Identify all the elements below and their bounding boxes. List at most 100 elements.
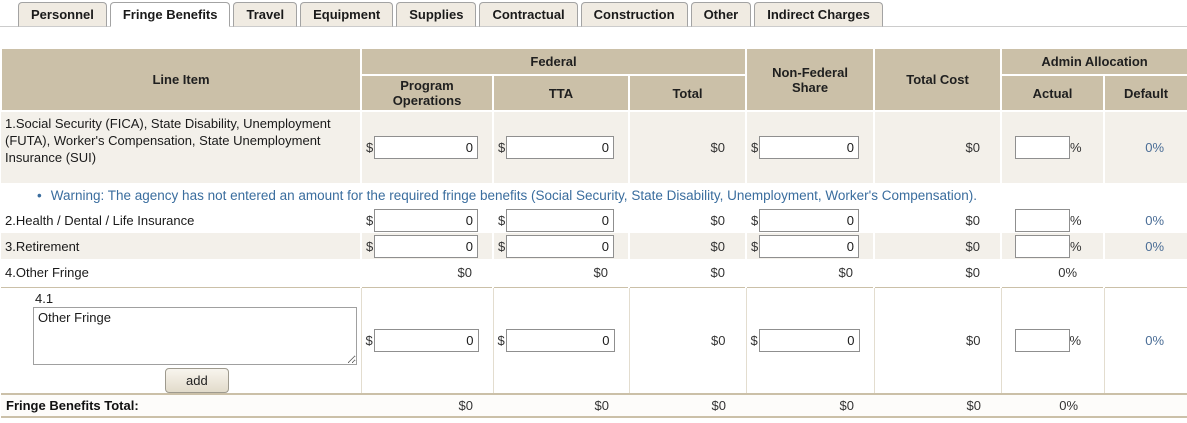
row3-actual-percent-input[interactable] — [1015, 234, 1071, 258]
row2-tta-input[interactable] — [506, 208, 614, 232]
federal-total-value: $0 — [629, 259, 748, 287]
tab-construction[interactable]: Construction — [580, 2, 688, 27]
currency-symbol: $ — [365, 332, 373, 348]
federal-total-value: $0 — [629, 111, 748, 183]
add-button[interactable]: add — [165, 367, 229, 393]
line-item-label: 1.Social Security (FICA), State Disabili… — [1, 111, 362, 183]
sub-item-program-operations-input[interactable] — [373, 328, 479, 352]
header-line-item: Line Item — [0, 47, 362, 112]
table-row: 3.Retirement $ $ $0 $ $0 — [1, 233, 1187, 259]
actual-percent-value: 0% — [1001, 259, 1106, 287]
sub-item-row: 4.1 Other Fringe add $ $ $0 $ — [1, 286, 1187, 394]
actual-cell: % — [1001, 111, 1106, 183]
table-row: 2.Health / Dental / Life Insurance $ $ $… — [1, 207, 1187, 233]
currency-symbol: $ — [751, 140, 759, 155]
program-operations-total: $0 — [361, 392, 493, 418]
sub-item-number: 4.1 — [35, 290, 54, 306]
federal-total-value: $0 — [629, 207, 748, 233]
total-cost-value: $0 — [874, 207, 1003, 233]
tta-cell: $ — [493, 207, 630, 233]
default-percent-value: 0% — [1104, 111, 1187, 183]
non-federal-total: $0 — [746, 392, 875, 418]
non-federal-value: $0 — [746, 259, 876, 287]
tab-fringe-benefits[interactable]: Fringe Benefits — [109, 2, 231, 27]
row3-non-federal-input[interactable] — [759, 234, 860, 258]
header-tta: TTA — [492, 74, 630, 112]
currency-symbol: $ — [366, 238, 374, 254]
warning-text: Warning: The agency has not entered an a… — [50, 187, 978, 203]
row1-actual-percent-input[interactable] — [1015, 136, 1071, 159]
total-cost-total: $0 — [874, 392, 1002, 418]
currency-symbol: $ — [366, 212, 374, 228]
federal-total: $0 — [629, 392, 747, 418]
header-total-cost: Total Cost — [873, 47, 1003, 112]
actual-cell: % — [1001, 286, 1105, 394]
tab-supplies[interactable]: Supplies — [396, 2, 477, 27]
currency-symbol: $ — [750, 332, 758, 348]
default-percent-value: 0% — [1145, 212, 1165, 228]
currency-symbol: $ — [366, 140, 374, 155]
row2-program-operations-input[interactable] — [374, 208, 478, 232]
row2-non-federal-input[interactable] — [759, 208, 860, 232]
federal-total-value: $0 — [629, 233, 748, 259]
warning-row: • Warning: The agency has not entered an … — [1, 183, 1187, 207]
total-cost-value: $0 — [874, 286, 1002, 394]
sub-item-description-textarea[interactable]: Other Fringe — [33, 306, 357, 365]
tta-total: $0 — [493, 392, 629, 418]
header-admin-allocation: Admin Allocation — [1000, 47, 1187, 76]
tta-cell: $ — [493, 111, 630, 183]
actual-cell: % — [1001, 207, 1106, 233]
row3-tta-input[interactable] — [506, 234, 614, 258]
tab-equipment[interactable]: Equipment — [300, 2, 394, 27]
row1-program-operations-input[interactable] — [374, 136, 478, 159]
non-federal-cell: $ — [746, 111, 876, 183]
totals-row: Fringe Benefits Total: $0 $0 $0 $0 $0 0% — [1, 392, 1187, 418]
row1-non-federal-input[interactable] — [759, 136, 860, 159]
tab-other[interactable]: Other — [690, 2, 752, 27]
sub-item-non-federal-input[interactable] — [758, 328, 860, 352]
header-federal-total: Total — [627, 74, 748, 112]
tta-cell: $ — [493, 286, 630, 394]
program-operations-value: $0 — [361, 259, 494, 287]
total-cost-value: $0 — [874, 259, 1003, 287]
tab-personnel[interactable]: Personnel — [18, 2, 107, 27]
currency-symbol: $ — [498, 140, 506, 155]
percent-symbol: % — [1069, 332, 1082, 348]
line-item-label: 4.Other Fringe — [1, 259, 362, 287]
percent-symbol: % — [1070, 212, 1082, 228]
row3-program-operations-input[interactable] — [374, 234, 478, 258]
program-operations-cell: $ — [361, 111, 494, 183]
default-percent-value: 0% — [1104, 286, 1187, 394]
bullet-icon: • — [37, 187, 42, 203]
default-percent-total — [1104, 392, 1187, 418]
currency-symbol: $ — [497, 332, 505, 348]
sub-item-tta-input[interactable] — [505, 328, 615, 352]
sub-item-cell: 4.1 Other Fringe add — [1, 286, 362, 394]
totals-label: Fringe Benefits Total: — [1, 392, 361, 418]
header-federal: Federal — [359, 47, 748, 76]
header-actual: Actual — [1000, 74, 1106, 112]
tta-cell: $ — [493, 233, 630, 259]
actual-percent-total: 0% — [1001, 392, 1105, 418]
total-cost-value: $0 — [874, 233, 1003, 259]
sub-item-actual-percent-input[interactable] — [1014, 328, 1070, 352]
tab-indirect-charges[interactable]: Indirect Charges — [754, 2, 883, 27]
tab-travel[interactable]: Travel — [233, 2, 298, 27]
table-row: 4.Other Fringe $0 $0 $0 $0 $0 0% — [1, 259, 1187, 287]
line-item-label: 3.Retirement — [1, 233, 362, 259]
table-row: 1.Social Security (FICA), State Disabili… — [1, 111, 1187, 183]
row1-tta-input[interactable] — [506, 136, 614, 159]
program-operations-cell: $ — [361, 207, 494, 233]
header-default: Default — [1103, 74, 1187, 112]
currency-symbol: $ — [751, 238, 759, 254]
percent-symbol: % — [1070, 140, 1082, 155]
currency-symbol: $ — [498, 212, 506, 228]
non-federal-cell: $ — [746, 286, 875, 394]
currency-symbol: $ — [498, 238, 506, 254]
header-program-operations: Program Operations — [360, 74, 494, 112]
row2-actual-percent-input[interactable] — [1015, 208, 1071, 232]
federal-total-value: $0 — [629, 286, 747, 394]
fringe-benefits-table: Line Item Federal Non-Federal Share Tota… — [0, 47, 1187, 418]
tab-contractual[interactable]: Contractual — [479, 2, 578, 27]
warning-message: • Warning: The agency has not entered an … — [1, 183, 1187, 207]
